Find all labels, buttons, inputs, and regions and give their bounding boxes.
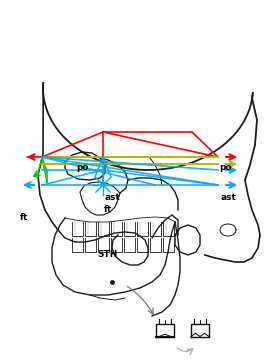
Text: po: po [219, 163, 231, 172]
Text: STH: STH [97, 250, 118, 259]
Text: po: po [76, 163, 89, 172]
Text: ft: ft [104, 206, 112, 214]
Text: ast: ast [104, 193, 120, 202]
Text: ast: ast [220, 193, 236, 202]
Text: ft: ft [20, 213, 28, 222]
